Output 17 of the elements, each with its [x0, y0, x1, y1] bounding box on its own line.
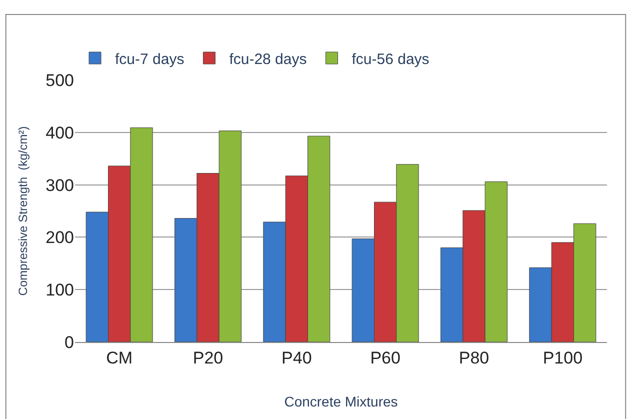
- x-tick-label: P20: [192, 348, 224, 368]
- y-axis-title: Compressive Strength (kg/cm²): [16, 126, 30, 296]
- legend-label: fcu-56 days: [352, 50, 430, 68]
- x-tick-label: P80: [458, 348, 490, 368]
- y-tick-label: 300: [46, 176, 74, 195]
- x-axis-title: Concrete Mixtures: [284, 394, 398, 410]
- y-tick-label: 200: [46, 228, 74, 248]
- legend-label: fcu-7 days: [115, 50, 184, 68]
- legend-label: fcu-28 days: [229, 50, 307, 68]
- y-tick-label: 500: [46, 70, 74, 90]
- y-tick-label: 0: [64, 332, 74, 352]
- x-tick-label: P40: [282, 348, 312, 368]
- x-tick-label: P100: [542, 348, 583, 368]
- x-tick-label: CM: [106, 348, 133, 368]
- y-tick-label: 100: [46, 280, 74, 300]
- x-tick-label: P60: [370, 348, 400, 368]
- y-tick-label: 400: [46, 123, 74, 142]
